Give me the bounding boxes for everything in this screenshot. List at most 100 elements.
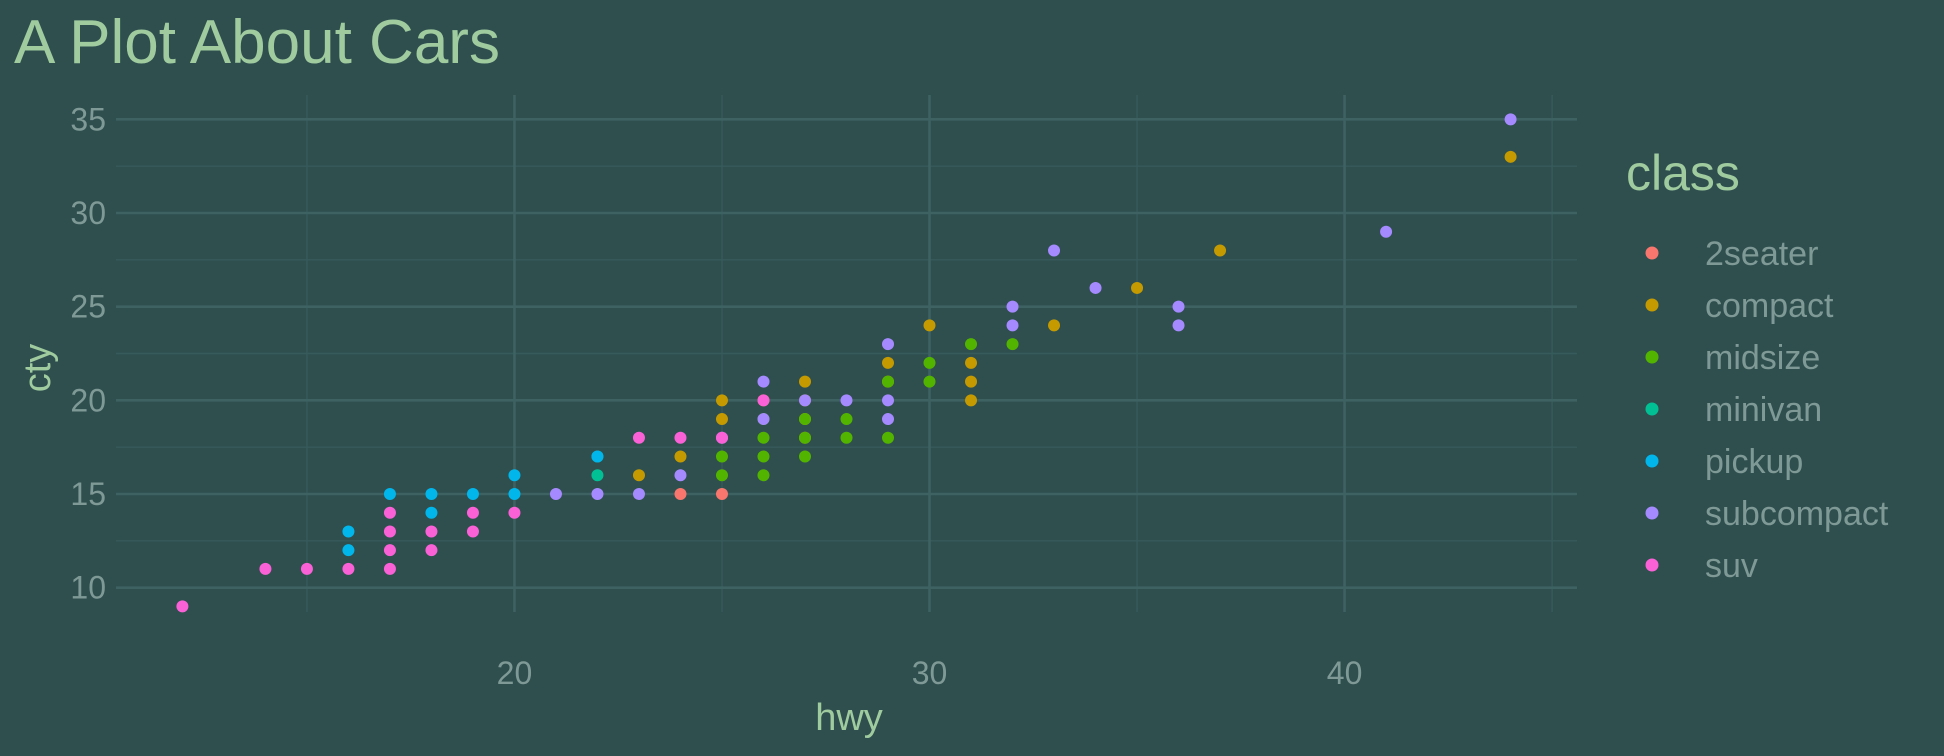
data-point-midsize: [965, 338, 978, 351]
data-point-subcompact: [757, 413, 770, 426]
data-point-pickup: [466, 487, 479, 500]
data-point-midsize: [923, 356, 936, 369]
data-point-pickup: [383, 487, 396, 500]
data-point-compact: [674, 450, 687, 463]
data-point-compact: [923, 319, 936, 332]
data-point-suv: [632, 431, 645, 444]
legend-label-subcompact: subcompact: [1705, 495, 1889, 533]
data-point-pickup: [425, 506, 438, 519]
legend-key-subcompact: [1645, 506, 1659, 520]
data-point-subcompact: [1172, 319, 1185, 332]
data-point-subcompact: [882, 394, 895, 407]
data-point-suv: [674, 431, 687, 444]
data-point-midsize: [882, 375, 895, 388]
legend-label-midsize: midsize: [1705, 339, 1820, 377]
data-point-subcompact: [674, 469, 687, 482]
data-point-midsize: [798, 431, 811, 444]
legend-key-suv: [1645, 558, 1659, 572]
data-point-compact: [632, 469, 645, 482]
data-point-subcompact: [882, 338, 895, 351]
chart-title: A Plot About Cars: [14, 8, 500, 77]
data-point-midsize: [840, 431, 853, 444]
data-point-subcompact: [591, 487, 604, 500]
data-point-pickup: [508, 487, 521, 500]
data-point-pickup: [342, 544, 355, 557]
data-point-compact: [1048, 319, 1061, 332]
data-point-suv: [715, 431, 728, 444]
data-point-compact: [798, 375, 811, 388]
y-tick-label: 25: [70, 289, 106, 325]
data-point-subcompact: [1504, 113, 1517, 126]
data-point-subcompact: [798, 394, 811, 407]
data-point-compact: [1504, 150, 1517, 163]
data-point-suv: [342, 562, 355, 575]
legend-key-midsize: [1645, 350, 1659, 364]
legend-key-2seater: [1645, 246, 1659, 260]
data-point-compact: [965, 356, 978, 369]
data-point-suv: [466, 525, 479, 538]
x-tick-label: 20: [497, 655, 533, 691]
data-point-midsize: [757, 431, 770, 444]
x-tick-label: 30: [912, 655, 948, 691]
data-point-pickup: [425, 487, 438, 500]
grid-lines: [116, 95, 1577, 612]
legend-label-2seater: 2seater: [1705, 235, 1818, 273]
x-tick-label: 40: [1327, 655, 1363, 691]
data-point-suv: [508, 506, 521, 519]
data-point-compact: [965, 375, 978, 388]
data-point-suv: [383, 562, 396, 575]
legend-label-minivan: minivan: [1705, 391, 1822, 429]
data-point-midsize: [882, 431, 895, 444]
data-point-suv: [383, 525, 396, 538]
data-point-suv: [757, 394, 770, 407]
data-point-2seater: [715, 487, 728, 500]
y-tick-label: 20: [70, 382, 106, 418]
y-tick-label: 30: [70, 195, 106, 231]
data-point-suv: [176, 600, 189, 613]
axis-ticks: 20 30 40 10 15 20 25 30 35: [70, 101, 1362, 691]
y-tick-label: 35: [70, 101, 106, 137]
data-point-subcompact: [1048, 244, 1061, 257]
data-point-pickup: [508, 469, 521, 482]
data-point-subcompact: [882, 413, 895, 426]
data-point-2seater: [674, 487, 687, 500]
y-tick-label: 15: [70, 476, 106, 512]
data-point-subcompact: [1006, 319, 1019, 332]
data-point-subcompact: [1380, 225, 1393, 238]
data-point-compact: [965, 394, 978, 407]
data-point-subcompact: [1172, 300, 1185, 313]
data-point-suv: [383, 506, 396, 519]
legend-label-suv: suv: [1705, 547, 1758, 585]
data-point-compact: [1131, 281, 1144, 294]
data-point-pickup: [342, 525, 355, 538]
data-point-compact: [1214, 244, 1227, 257]
data-point-subcompact: [840, 394, 853, 407]
y-axis-title: cty: [17, 344, 59, 393]
data-point-midsize: [757, 450, 770, 463]
data-point-suv: [300, 562, 313, 575]
data-point-suv: [425, 525, 438, 538]
data-point-midsize: [798, 450, 811, 463]
legend-title: class: [1626, 145, 1740, 201]
data-point-compact: [882, 356, 895, 369]
legend: class 2seater compact midsize minivan pickup…: [1626, 145, 1889, 585]
data-point-compact: [715, 413, 728, 426]
data-point-midsize: [757, 469, 770, 482]
data-point-midsize: [715, 450, 728, 463]
data-point-subcompact: [632, 487, 645, 500]
data-points: [176, 113, 1517, 613]
data-point-midsize: [923, 375, 936, 388]
data-point-pickup: [591, 450, 604, 463]
legend-label-pickup: pickup: [1705, 443, 1803, 481]
legend-label-compact: compact: [1705, 287, 1834, 325]
data-point-midsize: [1006, 338, 1019, 351]
data-point-subcompact: [1006, 300, 1019, 313]
data-point-subcompact: [757, 375, 770, 388]
legend-key-compact: [1645, 298, 1659, 312]
data-point-subcompact: [549, 487, 562, 500]
data-point-compact: [715, 394, 728, 407]
data-point-midsize: [840, 413, 853, 426]
data-point-subcompact: [1089, 281, 1102, 294]
data-point-suv: [466, 506, 479, 519]
